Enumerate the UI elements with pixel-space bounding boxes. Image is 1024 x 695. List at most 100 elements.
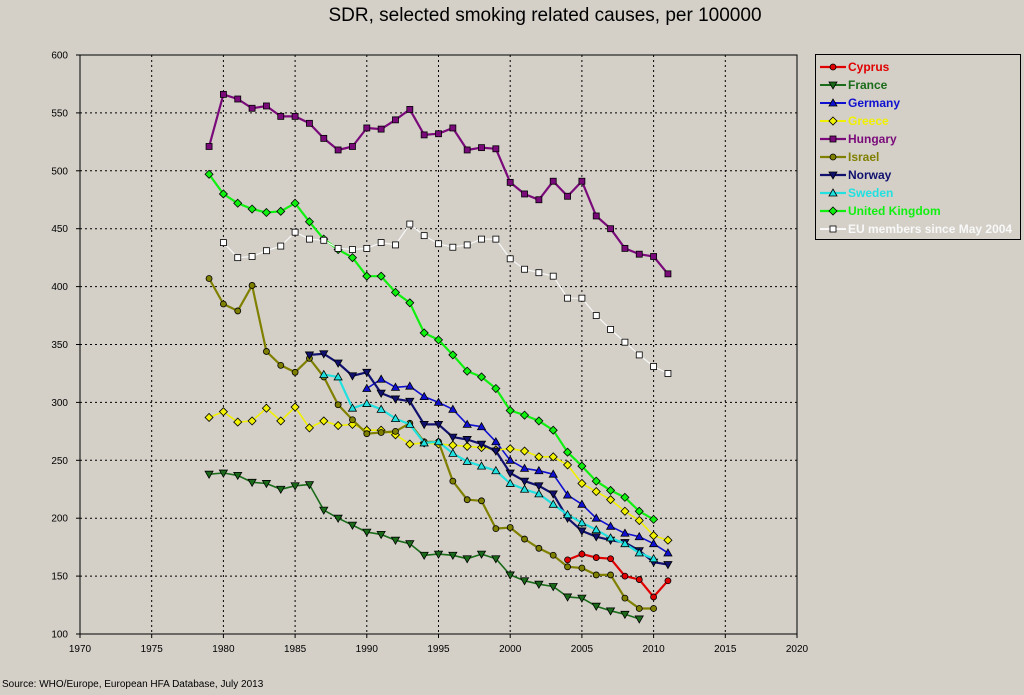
data-point-france	[534, 580, 544, 590]
legend-label: Cyprus	[848, 60, 890, 74]
data-point-greece	[333, 420, 343, 431]
data-point-norway	[433, 421, 444, 430]
data-point-hungary	[492, 145, 500, 153]
data-point-eu-members-since-may-2004	[406, 220, 414, 228]
y-tick-label: 550	[51, 108, 68, 119]
data-point-hungary	[420, 131, 428, 139]
data-point-united-kingdom	[261, 207, 271, 218]
legend-label: Norway	[848, 168, 892, 182]
legend-swatch-sweden	[820, 188, 846, 197]
legend-item-united-kingdom: United Kingdom	[816, 202, 1020, 220]
data-point-united-kingdom	[505, 405, 515, 416]
data-point-eu-members-since-may-2004	[506, 255, 514, 263]
series-line-united-kingdom	[208, 173, 655, 521]
series-line-sweden	[323, 373, 655, 560]
data-point-sweden	[548, 499, 558, 508]
data-point-eu-members-since-may-2004	[306, 235, 313, 243]
data-point-eu-members-since-may-2004	[320, 236, 328, 244]
data-point-sweden	[605, 533, 616, 542]
data-point-eu-members-since-may-2004	[234, 254, 242, 262]
legend-marker	[828, 81, 838, 90]
legend-swatch-germany	[820, 98, 846, 107]
series-eu-members-since-may-2004	[219, 220, 672, 377]
data-point-sweden	[390, 413, 401, 423]
data-point-eu-members-since-may-2004	[377, 239, 385, 246]
data-point-germany	[634, 531, 644, 541]
data-point-sweden	[505, 478, 515, 487]
data-point-france	[462, 555, 472, 564]
data-point-germany	[376, 374, 386, 383]
data-point-eu-members-since-may-2004	[564, 294, 571, 302]
data-point-israel	[607, 571, 614, 579]
data-point-sweden	[620, 538, 630, 548]
data-point-hungary	[564, 192, 571, 200]
x-tick-label: 1995	[427, 644, 450, 655]
series-france	[204, 469, 644, 624]
data-point-greece	[462, 441, 472, 451]
data-point-greece	[261, 403, 271, 413]
data-point-norway	[419, 421, 429, 430]
data-point-hungary	[435, 130, 442, 138]
data-point-greece	[534, 452, 544, 462]
data-point-hungary	[449, 124, 457, 132]
legend-label: Israel	[848, 150, 880, 164]
data-point-germany	[405, 381, 415, 390]
data-point-united-kingdom	[562, 447, 573, 457]
y-tick-label: 300	[51, 398, 68, 409]
data-point-greece	[562, 460, 573, 470]
data-point-greece	[620, 506, 630, 516]
data-point-eu-members-since-may-2004	[435, 240, 442, 248]
data-point-united-kingdom	[290, 198, 300, 208]
series-layer	[204, 90, 673, 624]
data-point-france	[233, 471, 243, 481]
x-tick-label: 2005	[571, 644, 594, 655]
data-point-sweden	[419, 438, 429, 447]
legend-label: United Kingdom	[848, 204, 941, 218]
data-point-united-kingdom	[233, 198, 243, 208]
y-tick-label: 350	[51, 340, 68, 351]
data-point-germany	[620, 528, 630, 537]
data-point-united-kingdom	[548, 425, 558, 435]
legend-item-hungary: Hungary	[816, 130, 1020, 148]
data-point-germany	[448, 404, 458, 413]
data-point-eu-members-since-may-2004	[420, 232, 428, 240]
data-point-united-kingdom	[462, 366, 472, 376]
data-point-germany	[648, 538, 659, 548]
data-point-greece	[448, 440, 458, 450]
data-point-germany	[663, 548, 673, 557]
legend-marker	[828, 171, 838, 180]
data-point-eu-members-since-may-2004	[277, 242, 285, 250]
data-point-france	[218, 469, 229, 478]
data-point-greece	[577, 478, 587, 489]
x-tick-label: 1985	[284, 644, 307, 655]
y-tick-label: 200	[51, 514, 68, 525]
legend-marker	[829, 135, 837, 143]
data-point-israel	[334, 401, 342, 409]
data-point-israel	[592, 571, 600, 579]
data-point-united-kingdom	[491, 383, 501, 394]
legend-marker	[828, 206, 838, 216]
data-point-hungary	[219, 90, 227, 98]
data-point-eu-members-since-may-2004	[334, 244, 342, 252]
data-point-france	[362, 528, 372, 537]
data-point-israel	[521, 535, 528, 543]
x-tick-label: 1970	[69, 644, 92, 655]
data-point-sweden	[376, 404, 386, 413]
series-line-eu-members-since-may-2004	[222, 223, 669, 374]
source-note: Source: WHO/Europe, European HFA Databas…	[2, 679, 264, 690]
x-tick-label: 2020	[786, 644, 809, 655]
y-tick-label: 400	[51, 282, 68, 293]
x-tick-label: 2010	[642, 644, 665, 655]
data-point-norway	[390, 395, 401, 404]
series-germany	[362, 374, 673, 557]
data-point-germany	[476, 421, 487, 431]
data-point-sweden	[519, 484, 530, 493]
data-point-united-kingdom	[519, 410, 530, 420]
legend-swatch-greece	[820, 116, 846, 126]
data-point-cyprus	[635, 576, 643, 583]
data-point-hungary	[521, 190, 528, 198]
data-point-france	[319, 506, 329, 515]
data-point-hungary	[263, 102, 270, 110]
legend-marker	[828, 188, 838, 197]
